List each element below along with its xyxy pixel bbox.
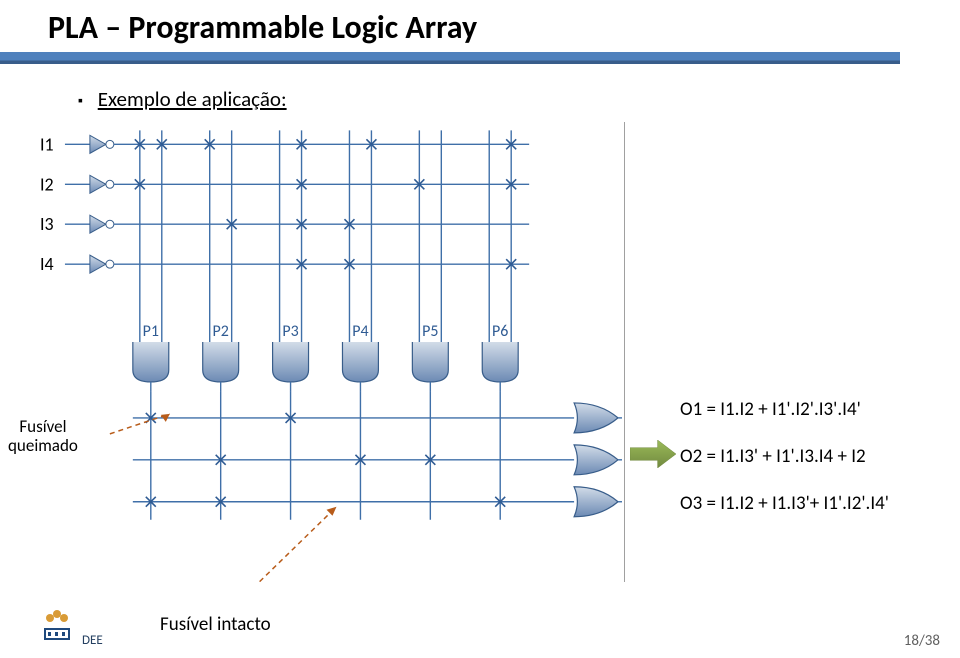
svg-text:P2: P2 [213, 322, 229, 341]
pla-diagram: I1I2I3I4P1P2P3P4P5P6O1O2O3 [35, 122, 625, 582]
svg-text:I4: I4 [40, 253, 54, 275]
svg-text:P6: P6 [492, 322, 508, 341]
svg-text:I1: I1 [40, 133, 54, 155]
footer-dee: DEE [82, 633, 103, 648]
arrow-icon [630, 440, 676, 468]
equations: O1 = I1.I2 + I1'.I2'.I3'.I4' O2 = I1.I3'… [680, 398, 905, 539]
svg-text:P4: P4 [352, 322, 368, 341]
svg-text:P3: P3 [282, 322, 298, 341]
eq-o2: O2 = I1.I3' + I1'.I3.I4 + I2 [680, 445, 905, 468]
subtitle: ▪ Exemplo de aplicação: [78, 86, 287, 112]
label-fusivel-queimado: Fusível queimado [8, 418, 78, 455]
svg-text:I2: I2 [40, 173, 54, 195]
page-number: 18/38 [904, 632, 940, 650]
svg-text:P1: P1 [143, 322, 159, 341]
queimado-line2: queimado [8, 437, 78, 456]
university-logo-icon [40, 604, 74, 644]
label-fusivel-intacto: Fusível intacto [160, 613, 271, 636]
page-title: PLA – Programmable Logic Array [48, 8, 477, 47]
title-underline [0, 52, 900, 64]
svg-text:P5: P5 [422, 322, 438, 341]
svg-text:I3: I3 [40, 213, 54, 235]
eq-o3: O3 = I1.I2 + I1.I3'+ I1'.I2'.I4' [680, 492, 905, 515]
eq-o1: O1 = I1.I2 + I1'.I2'.I3'.I4' [680, 398, 905, 421]
subtitle-text: Exemplo de aplicação: [98, 86, 287, 112]
queimado-line1: Fusível [8, 418, 78, 437]
bullet-icon: ▪ [78, 92, 83, 109]
